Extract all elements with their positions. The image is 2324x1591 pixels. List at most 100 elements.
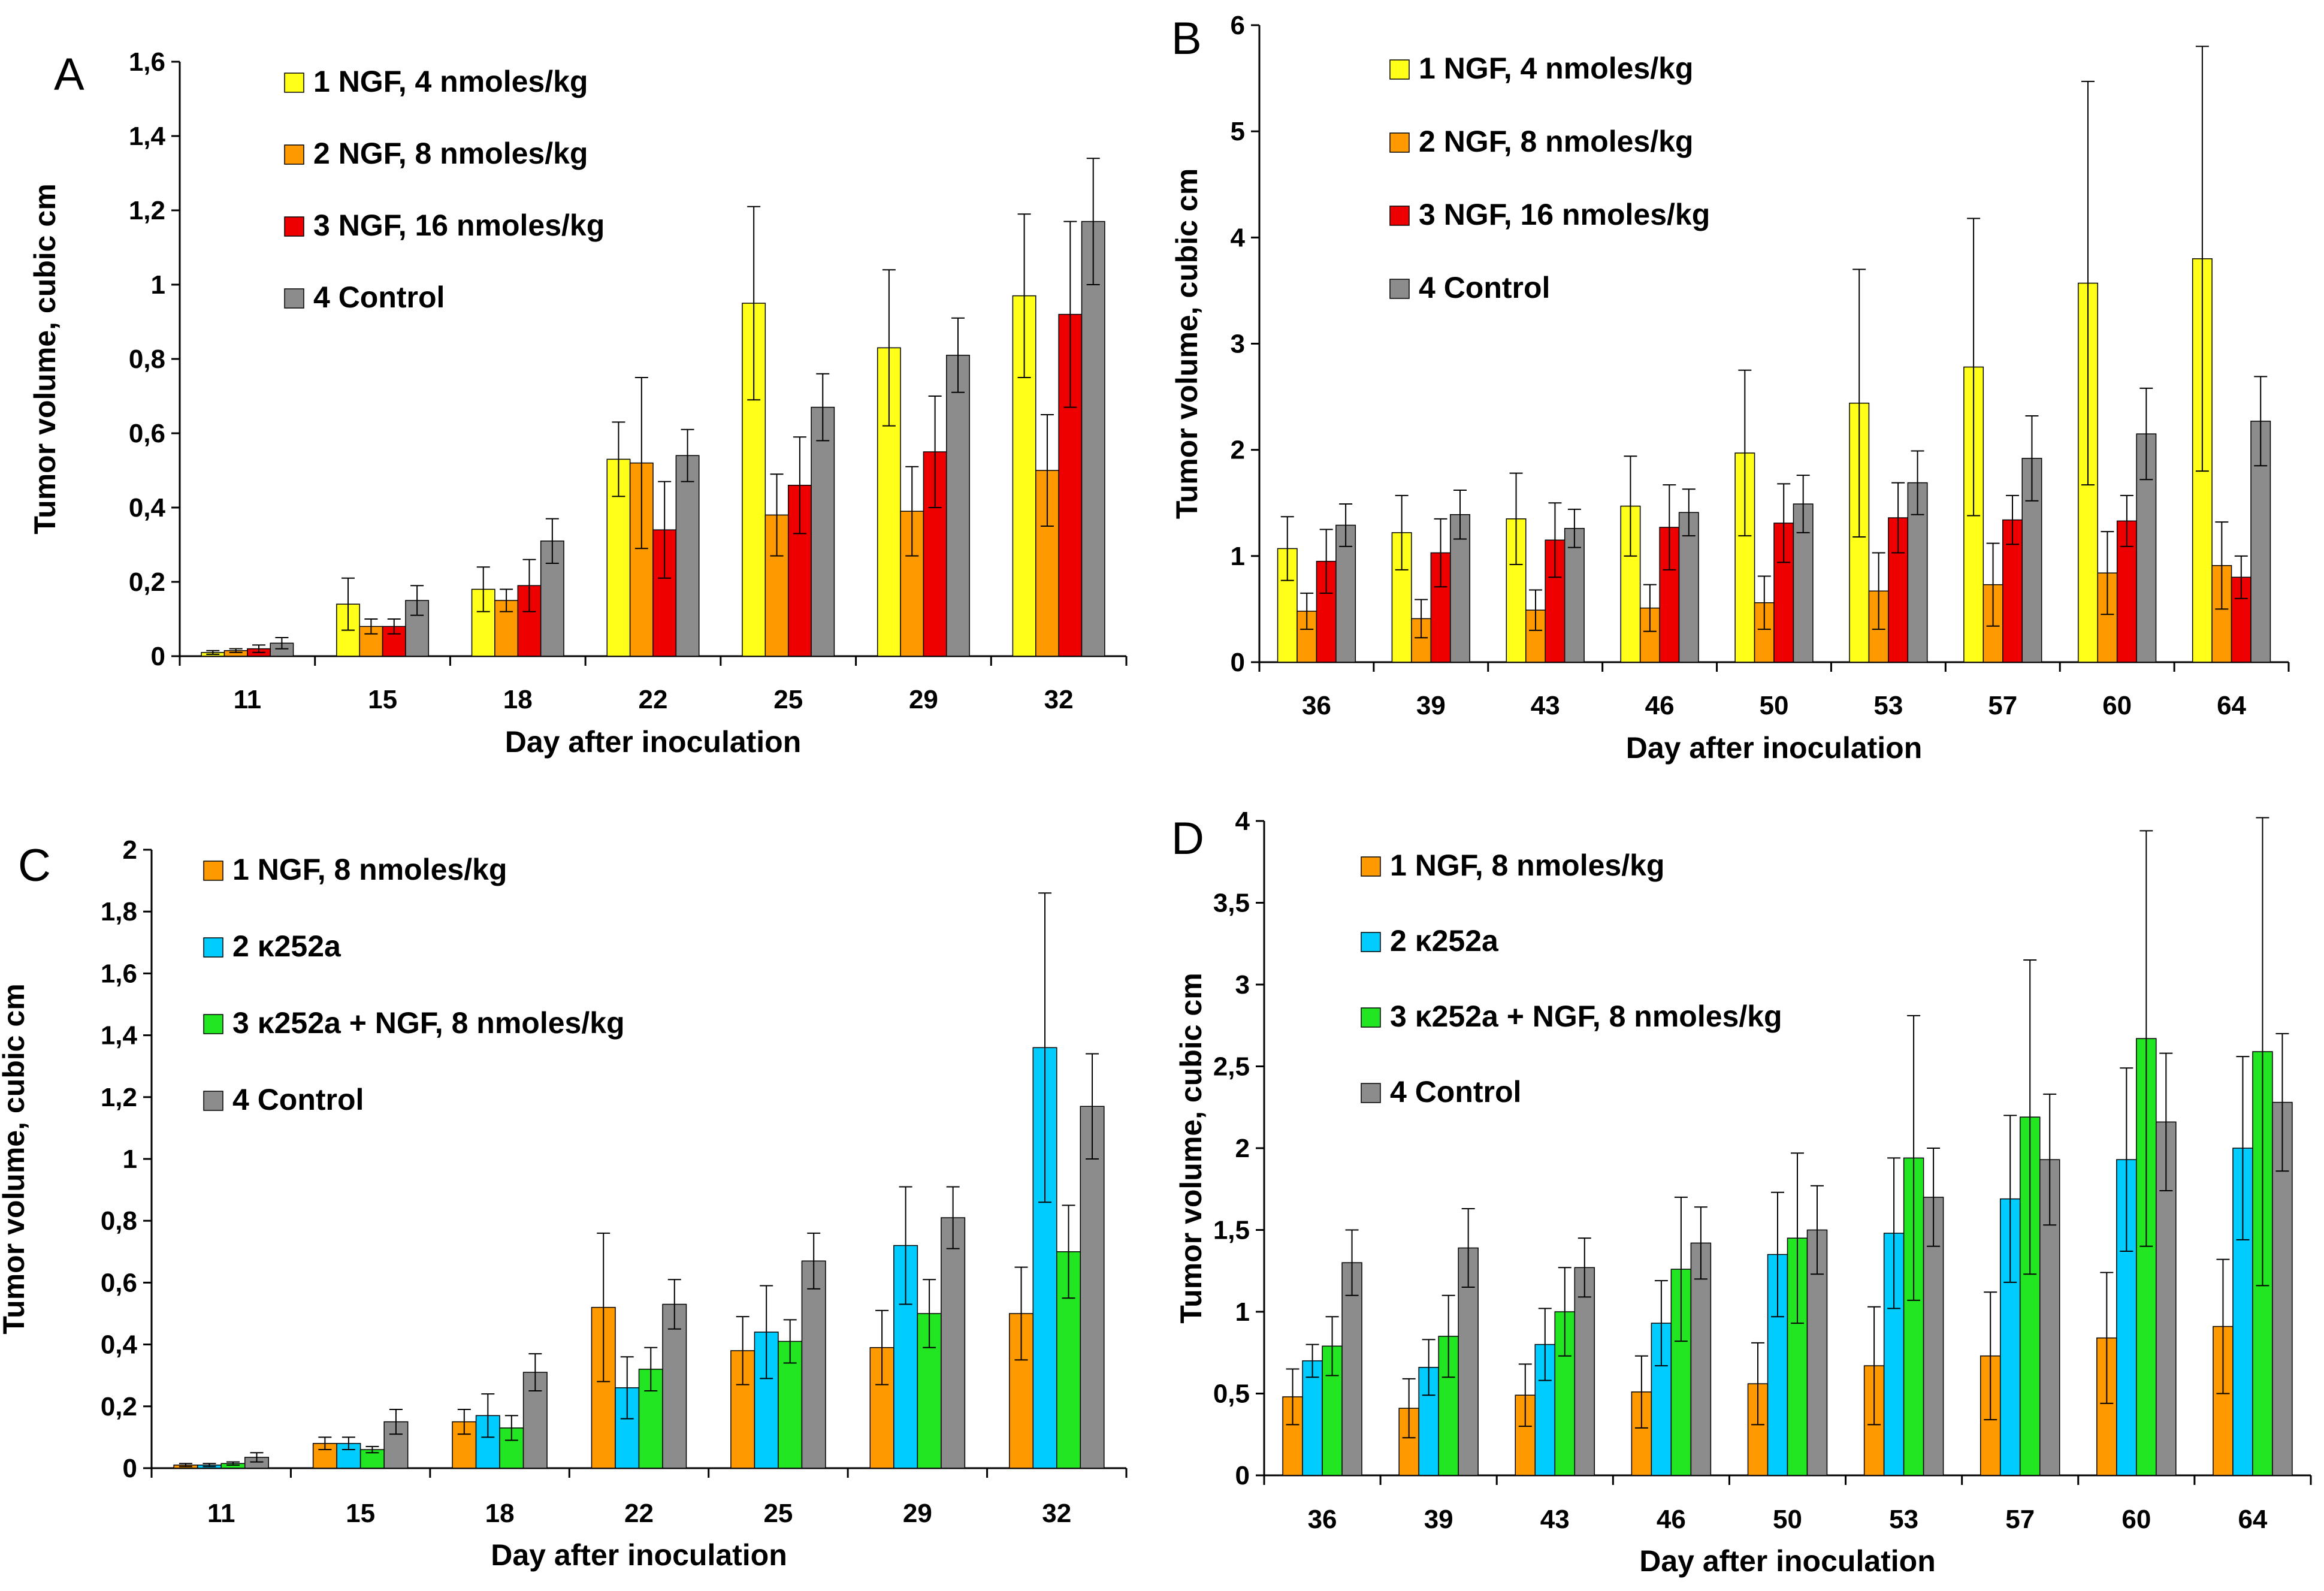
legend-label: 2 κ252a (1390, 924, 1499, 958)
legend-swatch (203, 861, 223, 881)
panel-letter: C (18, 840, 51, 891)
y-tick-label: 3 (1231, 330, 1245, 359)
chart-panel-d: D 0 0,5 1 1,5 2 2,5 3 3,5 4 36 39 43 46 50 53 57 60 64 1 NG… (1171, 807, 2312, 1578)
x-tick-label: 43 (1531, 691, 1560, 720)
legend-label: 3 κ252a + NGF, 8 nmoles/kg (1390, 1000, 1782, 1033)
x-tick-label: 53 (1873, 691, 1903, 720)
y-axis-title: Tumor volume, cubic cm (28, 183, 62, 534)
bar-c-s4-29 (941, 1217, 966, 1469)
legend-swatch (1389, 206, 1410, 226)
x-tick-label: 25 (773, 685, 803, 714)
y-tick-label: 1,5 (1213, 1216, 1250, 1245)
y-tick-label: 3,5 (1213, 889, 1250, 918)
legend-label: 3 NGF, 16 nmoles/kg (313, 209, 605, 242)
x-tick-label: 36 (1308, 1505, 1337, 1534)
y-tick-label: 1,4 (129, 122, 166, 151)
legend-swatch (284, 144, 304, 165)
bar-c-s1-18 (452, 1421, 477, 1469)
bar-b-s4-43 (1564, 528, 1585, 663)
legend-label: 1 NGF, 8 nmoles/kg (232, 853, 507, 886)
x-tick-label: 32 (1042, 1499, 1071, 1528)
y-tick-label: 0,4 (129, 493, 166, 523)
y-tick-label: 1,2 (101, 1083, 137, 1112)
legend-swatch (1361, 856, 1381, 877)
legend-label: 1 NGF, 4 nmoles/kg (1419, 52, 1693, 85)
y-tick-label: 0 (1235, 1461, 1250, 1490)
y-axis-title: Tumor volume, cubic cm (1170, 168, 1204, 519)
legend-swatch (1361, 1083, 1381, 1103)
y-tick-label: 0,6 (101, 1268, 137, 1297)
legend-label: 4 Control (1419, 271, 1550, 304)
y-tick-label: 1 (123, 1145, 137, 1174)
y-tick-label: 0,8 (101, 1206, 137, 1236)
bar-d-s4-46 (1690, 1242, 1712, 1476)
x-axis-title: Day after inoculation (1639, 1544, 1936, 1578)
y-tick-label: 2 (1235, 1134, 1250, 1163)
y-tick-label: 0 (123, 1454, 137, 1483)
legend-swatch (1389, 59, 1410, 80)
x-tick-label: 11 (234, 685, 262, 714)
legend-swatch (284, 73, 304, 93)
y-tick-label: 0,8 (129, 345, 165, 374)
bar-a-s4-25 (811, 406, 835, 657)
bar-c-s4-25 (801, 1260, 826, 1469)
bar-d-s4-43 (1574, 1267, 1595, 1476)
x-tick-label: 50 (1773, 1505, 1802, 1534)
legend-label: 3 κ252a + NGF, 8 nmoles/kg (232, 1006, 625, 1040)
x-tick-label: 53 (1889, 1505, 1918, 1534)
legend-swatch (203, 1014, 223, 1034)
y-tick-label: 1 (151, 270, 165, 300)
legend-swatch (284, 288, 304, 309)
legend-swatch (1361, 932, 1381, 952)
legend-label: 4 Control (1390, 1075, 1521, 1109)
y-tick-label: 0,4 (101, 1330, 138, 1360)
y-tick-label: 4 (1235, 807, 1250, 836)
bar-c-s1-32 (1009, 1313, 1034, 1469)
y-tick-label: 1,6 (101, 959, 137, 988)
x-tick-label: 15 (346, 1499, 375, 1528)
x-tick-label: 36 (1302, 691, 1331, 720)
y-tick-label: 0,2 (129, 567, 165, 597)
bar-d-s4-36 (1341, 1262, 1362, 1476)
x-tick-label: 39 (1424, 1505, 1453, 1534)
x-tick-label: 46 (1645, 691, 1675, 720)
y-tick-label: 2 (1231, 436, 1245, 465)
y-tick-label: 0 (151, 642, 165, 671)
legend-label: 1 NGF, 4 nmoles/kg (313, 65, 588, 98)
y-tick-label: 5 (1231, 117, 1245, 146)
x-tick-label: 60 (2121, 1505, 2151, 1534)
x-tick-label: 22 (639, 685, 668, 714)
y-tick-label: 0 (1231, 648, 1245, 677)
y-tick-label: 2,5 (1213, 1052, 1250, 1082)
y-tick-label: 0,5 (1213, 1379, 1250, 1409)
legend-label: 4 Control (313, 280, 445, 314)
legend-swatch (1389, 132, 1410, 153)
y-tick-label: 1,8 (101, 897, 137, 926)
panel-letter: D (1171, 813, 1204, 864)
panel-letter: A (54, 49, 84, 100)
y-tick-label: 1,6 (129, 47, 165, 77)
y-tick-label: 0,6 (129, 419, 165, 448)
legend-label: 3 NGF, 16 nmoles/kg (1419, 198, 1710, 231)
legend-swatch (203, 937, 223, 958)
x-axis-title: Day after inoculation (505, 725, 802, 759)
x-tick-label: 22 (624, 1499, 654, 1528)
y-tick-label: 2 (123, 835, 137, 865)
bar-a-s4-29 (946, 355, 970, 657)
x-tick-label: 25 (763, 1499, 793, 1528)
bar-a-s4-22 (675, 455, 700, 657)
x-tick-label: 43 (1540, 1505, 1570, 1534)
legend-swatch (284, 216, 304, 237)
panel-letter: B (1171, 13, 1202, 64)
x-tick-label: 18 (503, 685, 533, 714)
x-tick-label: 64 (2217, 691, 2246, 720)
legend-label: 1 NGF, 8 nmoles/kg (1390, 849, 1664, 882)
legend-swatch (203, 1091, 223, 1111)
chart-panel-a: A 0 0,2 0,4 0,6 0,8 1 1,2 1,4 1,6 11 15 18 22 25 29 32 1 … (28, 47, 1128, 759)
bar-d-s2-36 (1302, 1360, 1323, 1476)
y-tick-label: 1 (1231, 542, 1245, 571)
bar-b-s4-46 (1678, 512, 1699, 663)
x-axis-title: Day after inoculation (1626, 731, 1923, 765)
bar-a-s4-32 (1081, 221, 1105, 657)
